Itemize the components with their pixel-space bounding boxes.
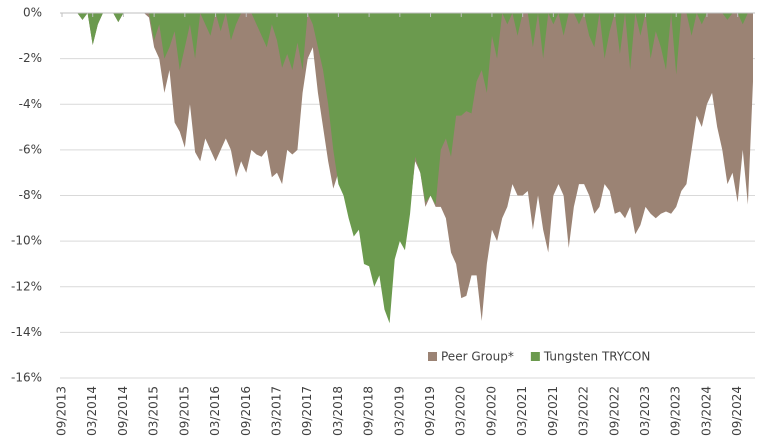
legend-swatch bbox=[530, 352, 540, 361]
x-tick-label: 03/2021 bbox=[515, 386, 529, 436]
y-tick-label: -14% bbox=[11, 325, 42, 339]
legend-label: Tungsten TRYCON bbox=[543, 350, 650, 364]
x-tick-label: 09/2019 bbox=[423, 386, 437, 436]
x-tick-label: 09/2023 bbox=[669, 386, 683, 436]
x-tick-label: 09/2015 bbox=[177, 386, 191, 436]
y-tick-label: -6% bbox=[19, 142, 42, 156]
x-tick-label: 09/2018 bbox=[362, 386, 376, 436]
y-tick-label: -16% bbox=[11, 371, 42, 385]
y-tick-label: -2% bbox=[19, 51, 42, 65]
x-tick-label: 09/2024 bbox=[730, 386, 744, 436]
x-tick-label: 09/2020 bbox=[484, 386, 498, 436]
x-tick-label: 03/2022 bbox=[577, 386, 591, 436]
y-tick-label: -10% bbox=[11, 234, 42, 248]
x-tick-label: 03/2020 bbox=[454, 386, 468, 436]
legend-label: Peer Group* bbox=[441, 350, 514, 364]
area bbox=[62, 13, 753, 324]
x-tick-label: 03/2016 bbox=[208, 386, 222, 436]
x-tick-label: 03/2014 bbox=[85, 386, 99, 436]
x-tick-label: 03/2015 bbox=[147, 386, 161, 436]
y-tick-label: -4% bbox=[19, 97, 42, 111]
x-tick-label: 03/2017 bbox=[269, 386, 283, 436]
legend-swatch bbox=[428, 352, 437, 361]
x-tick-label: 09/2017 bbox=[300, 386, 314, 436]
x-tick-label: 09/2013 bbox=[55, 386, 69, 436]
x-tick-label: 09/2021 bbox=[546, 386, 560, 436]
x-tick-label: 03/2018 bbox=[331, 386, 345, 436]
x-tick-label: 03/2019 bbox=[392, 386, 406, 436]
x-tick-label: 09/2014 bbox=[116, 386, 130, 436]
x-tick-label: 03/2023 bbox=[638, 386, 652, 436]
x-tick-label: 09/2022 bbox=[607, 386, 621, 436]
x-tick-label: 09/2016 bbox=[239, 386, 253, 436]
x-tick-label: 03/2024 bbox=[699, 386, 713, 436]
y-tick-label: -8% bbox=[19, 188, 42, 202]
y-tick-label: 0% bbox=[23, 6, 42, 20]
y-tick-label: -12% bbox=[11, 279, 42, 293]
